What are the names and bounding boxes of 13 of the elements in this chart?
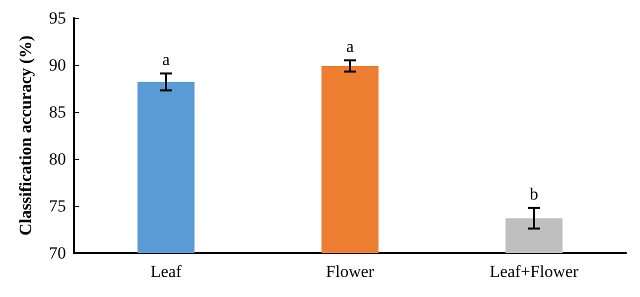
y-tick-label: 95 [49,8,66,28]
annotation: a [162,50,170,69]
y-tick-label: 70 [49,244,66,262]
annotation: b [530,184,538,204]
y-tick-label: 75 [49,196,66,216]
x-tick-label: Leaf [150,262,182,281]
x-tick-label: Flower [326,262,374,281]
y-tick-label: 85 [49,102,66,122]
y-tick-label: 80 [49,150,66,168]
y-tick-label: 90 [49,56,66,74]
annotation: a [346,36,354,56]
x-tick-label: Leaf+Flower [490,262,579,281]
y-axis-title: Classification accuracy (%) [16,35,35,236]
